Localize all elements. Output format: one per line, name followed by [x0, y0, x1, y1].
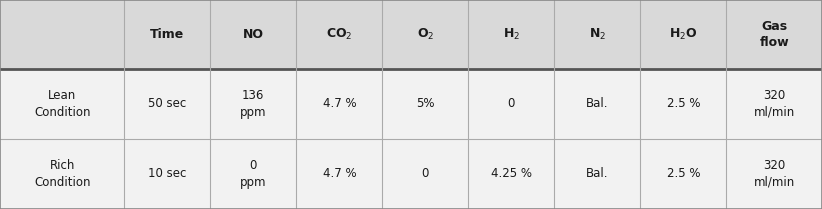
Text: CO$_2$: CO$_2$: [326, 27, 353, 42]
Text: 50 sec: 50 sec: [148, 97, 187, 111]
Text: 4.25 %: 4.25 %: [491, 167, 532, 181]
Text: H$_2$: H$_2$: [503, 27, 520, 42]
Text: 320
ml/min: 320 ml/min: [754, 159, 795, 189]
FancyBboxPatch shape: [0, 0, 822, 69]
Text: H$_2$O: H$_2$O: [669, 27, 698, 42]
Text: 5%: 5%: [416, 97, 435, 111]
Text: 0
ppm: 0 ppm: [240, 159, 266, 189]
Text: 320
ml/min: 320 ml/min: [754, 89, 795, 119]
Text: O$_2$: O$_2$: [417, 27, 434, 42]
Text: NO: NO: [242, 28, 264, 41]
Text: Rich
Condition: Rich Condition: [34, 159, 90, 189]
FancyBboxPatch shape: [0, 139, 822, 209]
Text: 0: 0: [508, 97, 515, 111]
Text: 136
ppm: 136 ppm: [240, 89, 266, 119]
Text: 2.5 %: 2.5 %: [667, 167, 700, 181]
Text: 4.7 %: 4.7 %: [322, 97, 356, 111]
Text: 4.7 %: 4.7 %: [322, 167, 356, 181]
Text: N$_2$: N$_2$: [589, 27, 606, 42]
FancyBboxPatch shape: [0, 69, 822, 139]
Text: Bal.: Bal.: [586, 97, 608, 111]
Text: 10 sec: 10 sec: [148, 167, 187, 181]
Text: 0: 0: [422, 167, 429, 181]
Text: Bal.: Bal.: [586, 167, 608, 181]
Text: 2.5 %: 2.5 %: [667, 97, 700, 111]
Text: Gas
flow: Gas flow: [760, 20, 789, 49]
Text: Time: Time: [150, 28, 184, 41]
Text: Lean
Condition: Lean Condition: [34, 89, 90, 119]
